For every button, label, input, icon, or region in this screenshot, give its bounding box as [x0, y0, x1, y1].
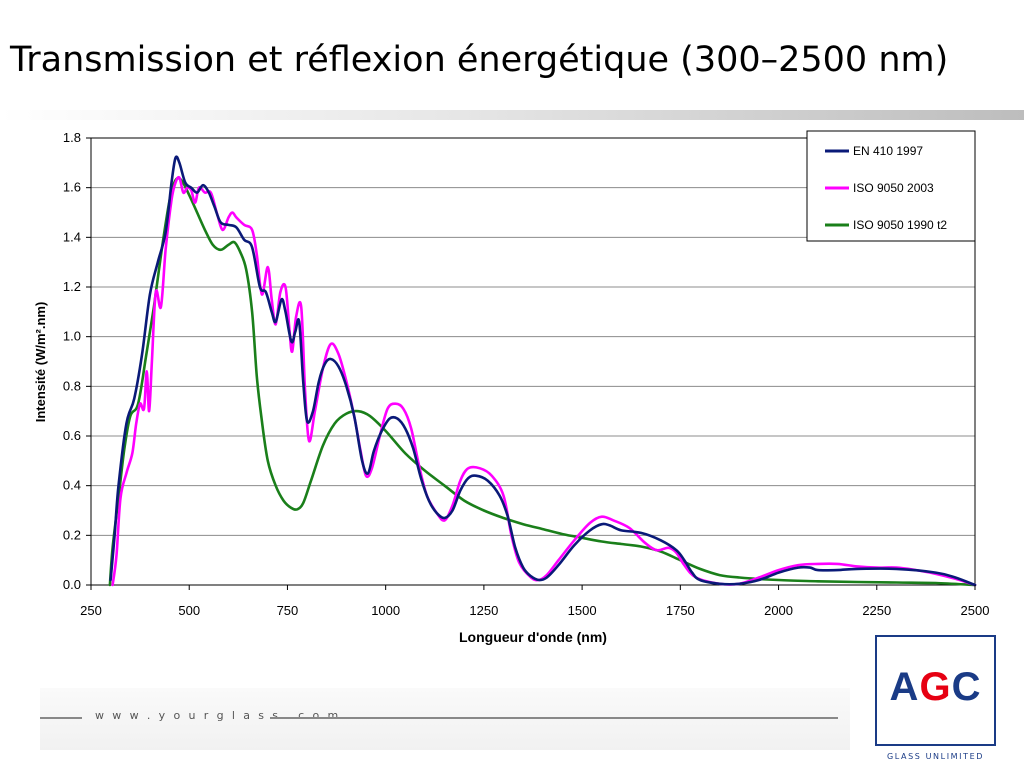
plot-frame: [90, 137, 976, 586]
footer-rule-left: [40, 717, 82, 719]
y-tick-label: 0.8: [63, 378, 81, 393]
legend-label: ISO 9050 1990 t2: [853, 218, 947, 232]
series-line: [109, 155, 977, 587]
chart-legend: EN 410 1997 ISO 9050 2003 ISO 9050 1990 t2: [806, 130, 976, 242]
x-tick-label: 2000: [764, 603, 793, 618]
x-tick-label: 1250: [469, 603, 498, 618]
y-tick-label: 0.6: [63, 428, 81, 443]
slide-title: Transmission et réflexion énergétique (3…: [10, 40, 949, 80]
y-tick-label: 0.0: [63, 577, 81, 592]
y-tick-label: 1.8: [63, 130, 81, 145]
line-chart: 0.0 0.2 0.4 0.6 0.8 1.0 1.2 1.4 1.6 1.8 250 500 750 1…: [33, 130, 990, 645]
x-tick-label: 1500: [568, 603, 597, 618]
y-tick-label: 0.2: [63, 527, 81, 542]
x-tick-label: 500: [178, 603, 200, 618]
footer-band: [40, 688, 850, 750]
footer-url[interactable]: w w w . y o u r g l a s s . c o m: [95, 709, 341, 722]
y-tick-label: 1.6: [63, 180, 81, 195]
x-axis-label: Longueur d'onde (nm): [459, 629, 607, 645]
title-divider: [0, 110, 1024, 120]
x-tick-label: 1000: [371, 603, 400, 618]
x-tick-label: 2500: [961, 603, 990, 618]
legend-label: ISO 9050 2003: [853, 181, 934, 195]
y-tick-label: 0.4: [63, 478, 81, 493]
x-tick-label: 2250: [862, 603, 891, 618]
footer-rule-right: [270, 717, 838, 719]
logo-wordmark: AGC: [889, 665, 982, 709]
y-tick-label: 1.0: [63, 329, 81, 344]
x-tick-label: 250: [80, 603, 102, 618]
legend-label: EN 410 1997: [853, 144, 923, 158]
y-tick-label: 1.2: [63, 279, 81, 294]
logo-tagline: GLASS UNLIMITED: [886, 752, 985, 761]
x-tick-label: 750: [277, 603, 299, 618]
agc-logo: AGC: [875, 635, 996, 746]
y-tick-label: 1.4: [63, 229, 81, 244]
y-axis-label: Intensité (W/m².nm): [33, 302, 48, 423]
x-tick-label: 1750: [666, 603, 695, 618]
legend-box: [806, 130, 976, 242]
